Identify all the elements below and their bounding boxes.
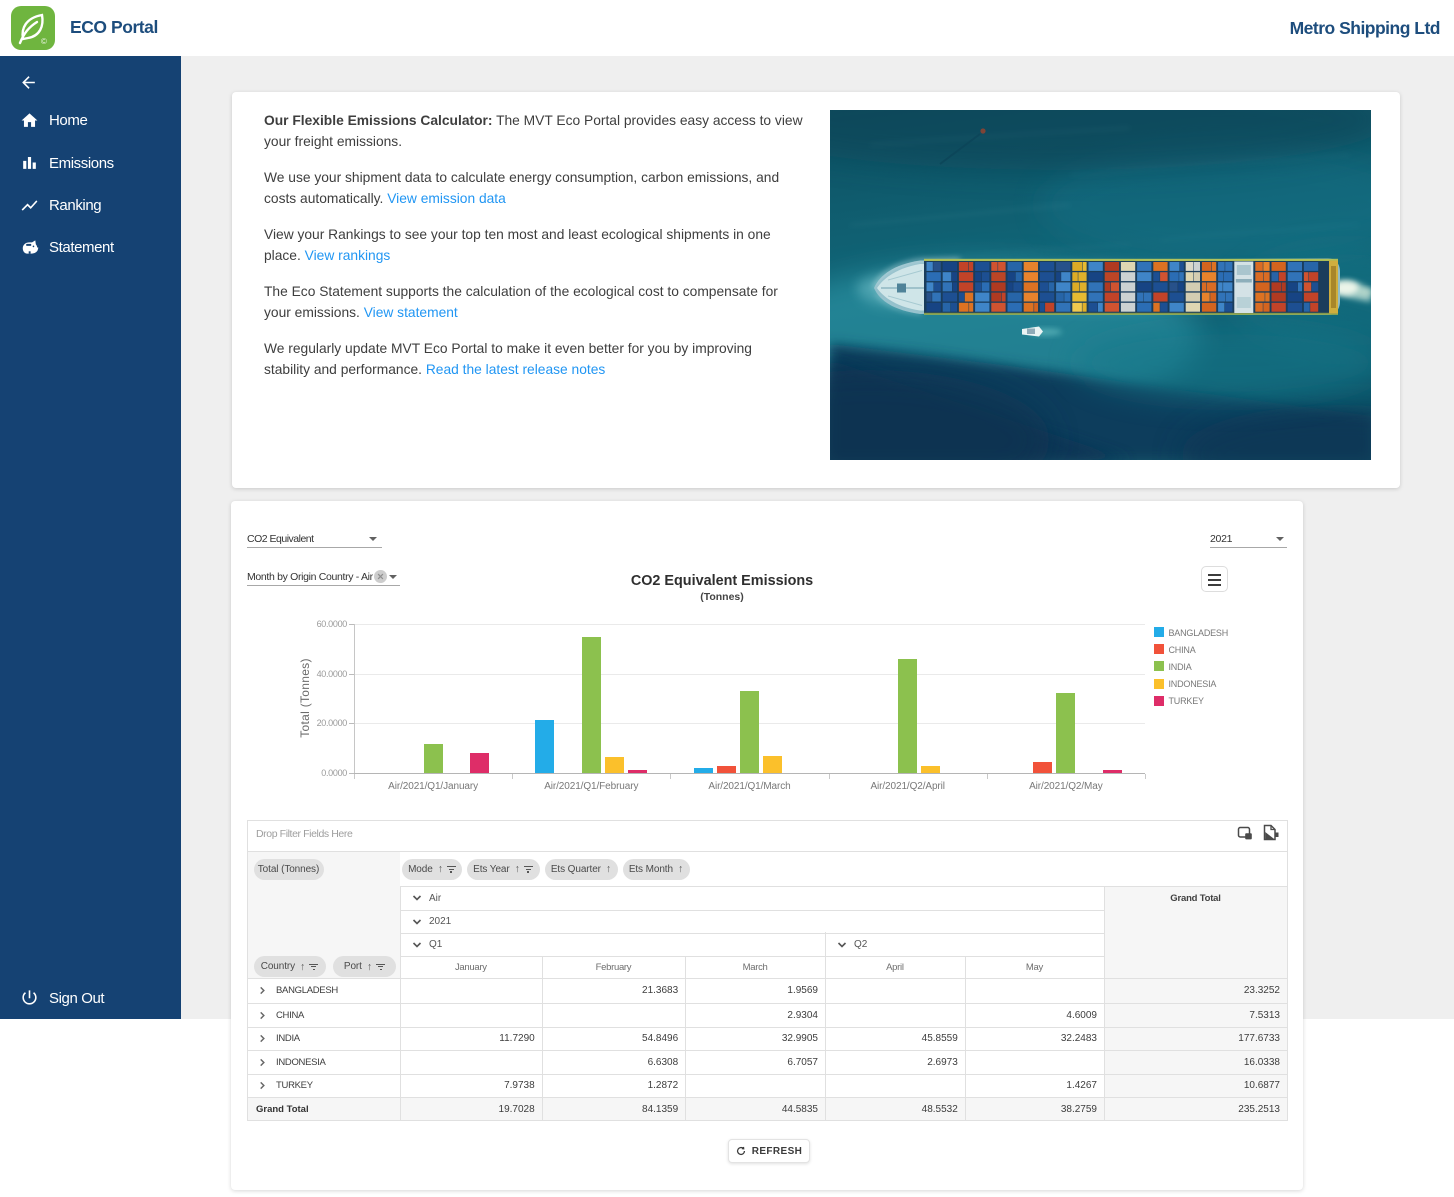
svg-text:©: ©: [41, 37, 47, 46]
